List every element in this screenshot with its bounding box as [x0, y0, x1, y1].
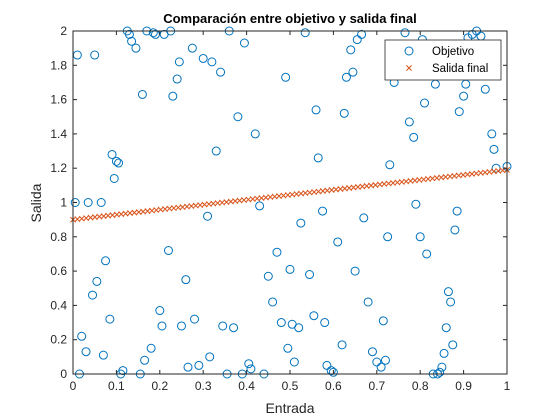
x-tick-label: 1 — [504, 379, 511, 393]
x-tick-label: 0.1 — [108, 379, 125, 393]
y-tick-label: 1.2 — [50, 161, 67, 175]
x-tick-label: 0.7 — [368, 379, 385, 393]
y-tick-label: 1 — [60, 196, 67, 210]
x-tick-label: 0.2 — [151, 379, 168, 393]
y-tick-label: 1.6 — [50, 93, 67, 107]
x-tick-label: 0.4 — [238, 379, 255, 393]
y-tick-label: 0 — [60, 367, 67, 381]
y-tick-label: 1.8 — [50, 58, 67, 72]
y-tick-label: 0.4 — [50, 298, 67, 312]
y-tick-label: 2 — [60, 24, 67, 38]
chart-title: Comparación entre objetivo y salida fina… — [163, 11, 417, 26]
x-tick-label: 0 — [70, 379, 77, 393]
x-tick-label: 0.6 — [325, 379, 342, 393]
x-axis-label: Entrada — [265, 400, 314, 416]
x-tick-label: 0.9 — [455, 379, 472, 393]
y-tick-label: 0.2 — [50, 333, 67, 347]
x-tick-label: 0.5 — [282, 379, 299, 393]
x-tick-label: 0.8 — [412, 379, 429, 393]
y-axis-label: Salida — [28, 183, 44, 222]
legend-label-salida-final: Salida final — [432, 63, 488, 75]
y-tick-label: 0.8 — [50, 230, 67, 244]
y-tick-label: 1.4 — [50, 127, 67, 141]
legend: Objetivo Salida final — [385, 40, 501, 80]
y-tick-label: 0.6 — [50, 264, 67, 278]
plot-area — [73, 31, 507, 374]
legend-label-objetivo: Objetivo — [432, 46, 474, 58]
x-tick-label: 0.3 — [195, 379, 212, 393]
